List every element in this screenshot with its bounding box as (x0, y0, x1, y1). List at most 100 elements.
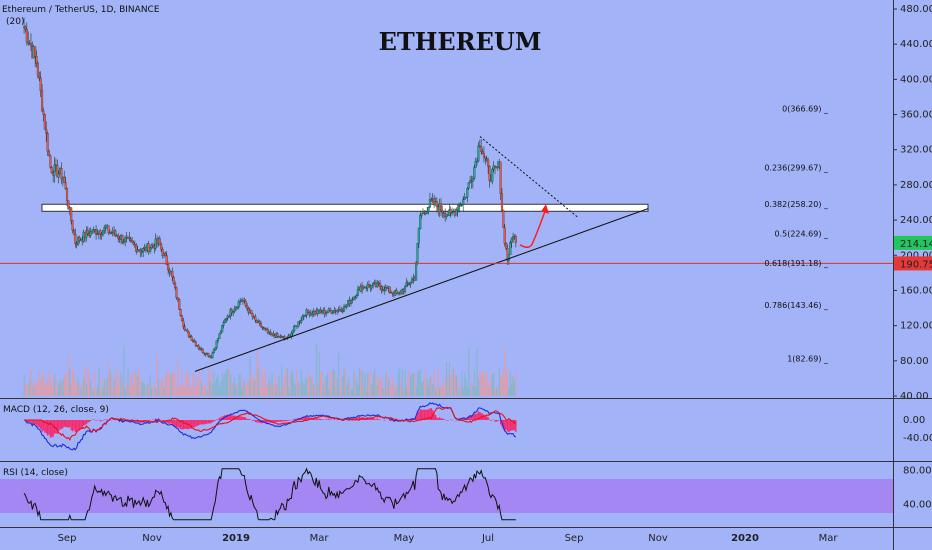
macd-hist-bar (189, 420, 191, 429)
macd-hist-bar (106, 419, 108, 420)
volume-bar (339, 388, 341, 396)
macd-hist-bar (275, 420, 277, 422)
volume-bar (101, 377, 103, 396)
y-tick-label: 80.00 (900, 356, 929, 367)
candle (121, 235, 124, 243)
volume-bar (102, 387, 104, 396)
volume-bar (36, 382, 38, 396)
candle (43, 114, 46, 130)
macd-hist-bar (173, 420, 175, 426)
macd-hist-bar (246, 418, 248, 420)
macd-hist-bar (321, 419, 323, 420)
candle (355, 295, 358, 298)
candle (406, 282, 409, 284)
candle (214, 347, 217, 350)
macd-pane (0, 399, 893, 461)
volume-bar (169, 375, 171, 396)
volume-bar (375, 373, 377, 396)
macd-hist-bar (31, 420, 34, 425)
volume-bar (307, 372, 309, 396)
candle (215, 340, 218, 348)
candle (139, 250, 142, 253)
candle (187, 331, 190, 337)
candle (397, 292, 400, 295)
volume-bar (490, 373, 492, 396)
candle (421, 211, 425, 214)
volume-bar (54, 373, 56, 396)
volume-bar (495, 387, 498, 396)
macd-hist-bar (81, 420, 83, 429)
volume-bar (512, 376, 514, 396)
macd-hist-bar (178, 420, 180, 428)
macd-hist-bar (423, 409, 426, 420)
candle (50, 167, 53, 173)
volume-bar (364, 373, 366, 396)
macd-hist-bar (427, 409, 430, 420)
volume-bar (182, 385, 185, 396)
volume-bar (250, 371, 252, 396)
macd-hist-bar (254, 420, 257, 422)
candle (415, 262, 418, 281)
macd-hist-bar (279, 420, 282, 422)
macd-hist-bar (210, 420, 212, 424)
volume-bar (476, 348, 478, 396)
volume-bar (132, 383, 135, 396)
macd-hist-bar (433, 413, 435, 420)
volume-bar (146, 383, 149, 396)
volume-bar (48, 370, 50, 396)
volume-bar (239, 373, 241, 396)
candle (212, 349, 215, 354)
volume-bar (149, 374, 151, 396)
volume-bar (293, 382, 295, 396)
candle (469, 180, 472, 184)
macd-hist-bar (142, 420, 144, 422)
volume-bar (274, 375, 276, 396)
macd-hist-bar (95, 420, 97, 421)
volume-bar (144, 384, 146, 396)
candle (506, 248, 509, 261)
volume-bar (469, 389, 471, 396)
volume-bar (245, 385, 247, 396)
volume-bar (356, 378, 358, 396)
volume-bar (301, 380, 304, 396)
volume-bar (174, 374, 176, 396)
candle (464, 196, 468, 199)
volume-bar (192, 372, 194, 396)
macd-hist-bar (293, 418, 295, 420)
volume-bar (117, 384, 119, 396)
macd-label: MACD (12, 26, close, 9) (3, 405, 109, 415)
volume-bar (466, 387, 469, 396)
macd-hist-bar (69, 420, 71, 428)
resistance-zone (41, 203, 649, 212)
candle (341, 310, 344, 313)
volume-bar (56, 388, 59, 396)
macd-hist-bar (477, 411, 480, 420)
candle (473, 167, 476, 179)
volume-bar (470, 381, 473, 396)
macd-hist-bar (38, 420, 40, 428)
macd-hist-bar (421, 409, 423, 420)
candle (319, 309, 322, 313)
macd-hist-bar (426, 409, 428, 420)
volume-bar (191, 386, 193, 396)
volume-bar (33, 386, 35, 396)
macd-hist-bar (203, 420, 205, 425)
macd-hist-bar (177, 420, 179, 428)
candle (246, 305, 249, 309)
macd-hist-bar (83, 420, 85, 426)
candle (482, 153, 486, 158)
volume-bar (372, 373, 374, 396)
candle (250, 309, 253, 314)
candle (27, 41, 30, 44)
candle (93, 229, 96, 231)
volume-bar (195, 376, 197, 396)
macd-indicator: 0.00 -40.00 (23, 402, 932, 451)
resistance-box (41, 203, 649, 212)
macd-hist-bar (85, 420, 88, 425)
candle (239, 301, 242, 303)
macd-hist-bar (184, 420, 186, 429)
volume-bar (106, 377, 108, 396)
volume-bar (498, 368, 500, 396)
macd-hist-bar (283, 420, 286, 422)
